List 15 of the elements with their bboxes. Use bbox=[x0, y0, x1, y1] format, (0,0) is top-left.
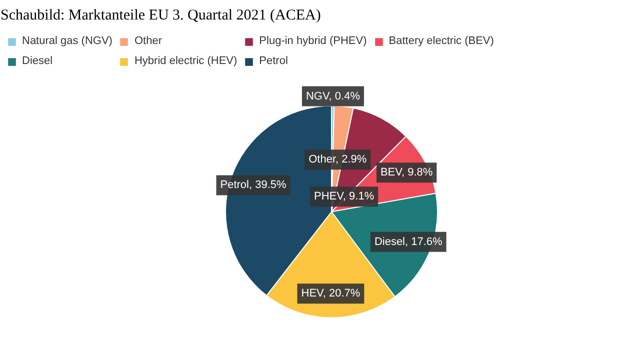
legend-label: Petrol bbox=[259, 54, 288, 68]
legend-label: Battery electric (BEV) bbox=[388, 34, 494, 48]
data-label: Diesel, 17.6% bbox=[374, 236, 443, 248]
chart-title: Schaubild: Marktanteile EU 3. Quartal 2021 (ACEA) bbox=[0, 8, 321, 24]
legend-label: Natural gas (NGV) bbox=[22, 34, 112, 48]
legend-label: Other bbox=[134, 34, 162, 48]
data-label: Petrol, 39.5% bbox=[220, 179, 287, 192]
data-label: HEV, 20.7% bbox=[301, 288, 360, 300]
data-label: NGV, 0.4% bbox=[306, 90, 360, 102]
legend-label: Hybrid electric (HEV) bbox=[134, 54, 238, 68]
legend-label: Plug-in hybrid (PHEV) bbox=[259, 34, 367, 48]
data-label: PHEV, 9.1% bbox=[314, 190, 374, 203]
data-label: BEV, 9.8% bbox=[380, 166, 433, 179]
data-label: Other, 2.9% bbox=[308, 154, 367, 166]
legend-label: Diesel bbox=[22, 54, 53, 68]
